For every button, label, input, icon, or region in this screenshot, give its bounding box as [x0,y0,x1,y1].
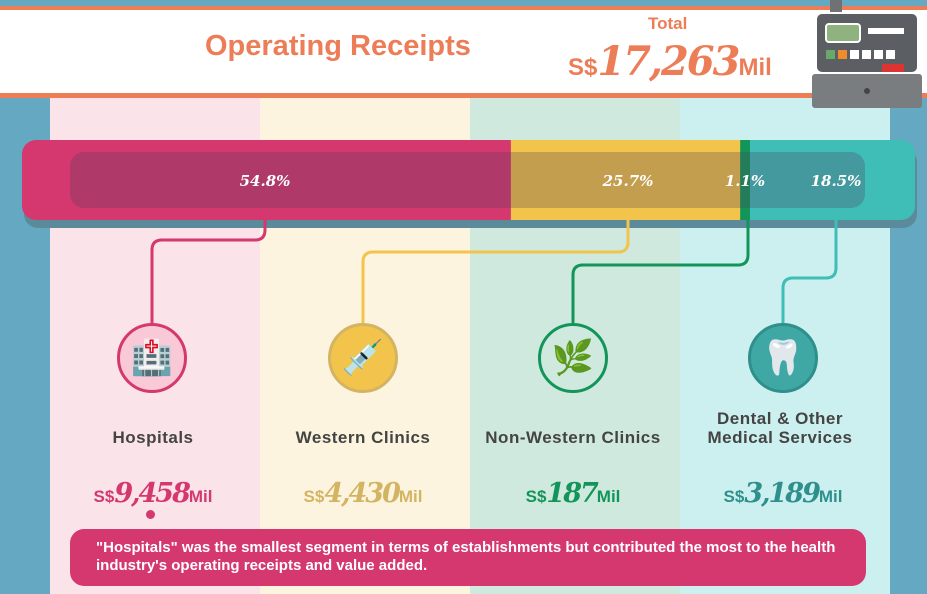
amount-western: S$4,430Mil [303,478,423,509]
total-amount: S$17,263Mil [568,38,772,85]
callout-note: "Hospitals" was the smallest segment in … [70,529,866,586]
bar-value-label: 18.5% [811,172,862,190]
connector-line [150,220,267,323]
total-suffix: Mil [738,54,772,81]
bar-value-label: 25.7% [602,172,654,190]
header-band [0,6,927,98]
bar-value-label: 1.1% [725,172,765,190]
tooth-icon: 🦷 [748,323,818,393]
label-nonwestern: Non-Western Clinics [485,428,661,447]
bar-inner-overlay [70,152,865,208]
callout-pointer [146,510,155,519]
connector-line [571,220,750,323]
bar-segments [22,140,915,220]
mortar-pestle-icon: 🌿 [538,323,608,393]
bar-segment-3 [749,140,915,220]
label-hospitals: Hospitals [112,428,194,447]
cash-register-icon [812,0,922,108]
connector-line [781,220,838,323]
page-title: Operating Receipts [205,30,471,62]
bar-segment-2 [740,140,751,220]
bar-segment-1 [510,140,741,220]
amount-nonwestern: S$187Mil [525,478,621,509]
syringe-icon: 💉 [328,323,398,393]
total-label: Total [648,14,688,33]
bar-value-label: 54.8% [240,172,291,190]
amount-hospitals: S$9,458Mil [93,478,213,509]
bar-segment-0 [22,140,512,220]
total-value: 17,263 [597,38,740,85]
amount-dental: S$3,189Mil [723,478,843,509]
label-western: Western Clinics [295,428,431,447]
total-prefix: S$ [568,54,598,81]
connector-line [361,220,630,323]
label-dental: Dental & Other Medical Services [707,409,853,447]
hospital-icon: 🏥 [117,323,187,393]
